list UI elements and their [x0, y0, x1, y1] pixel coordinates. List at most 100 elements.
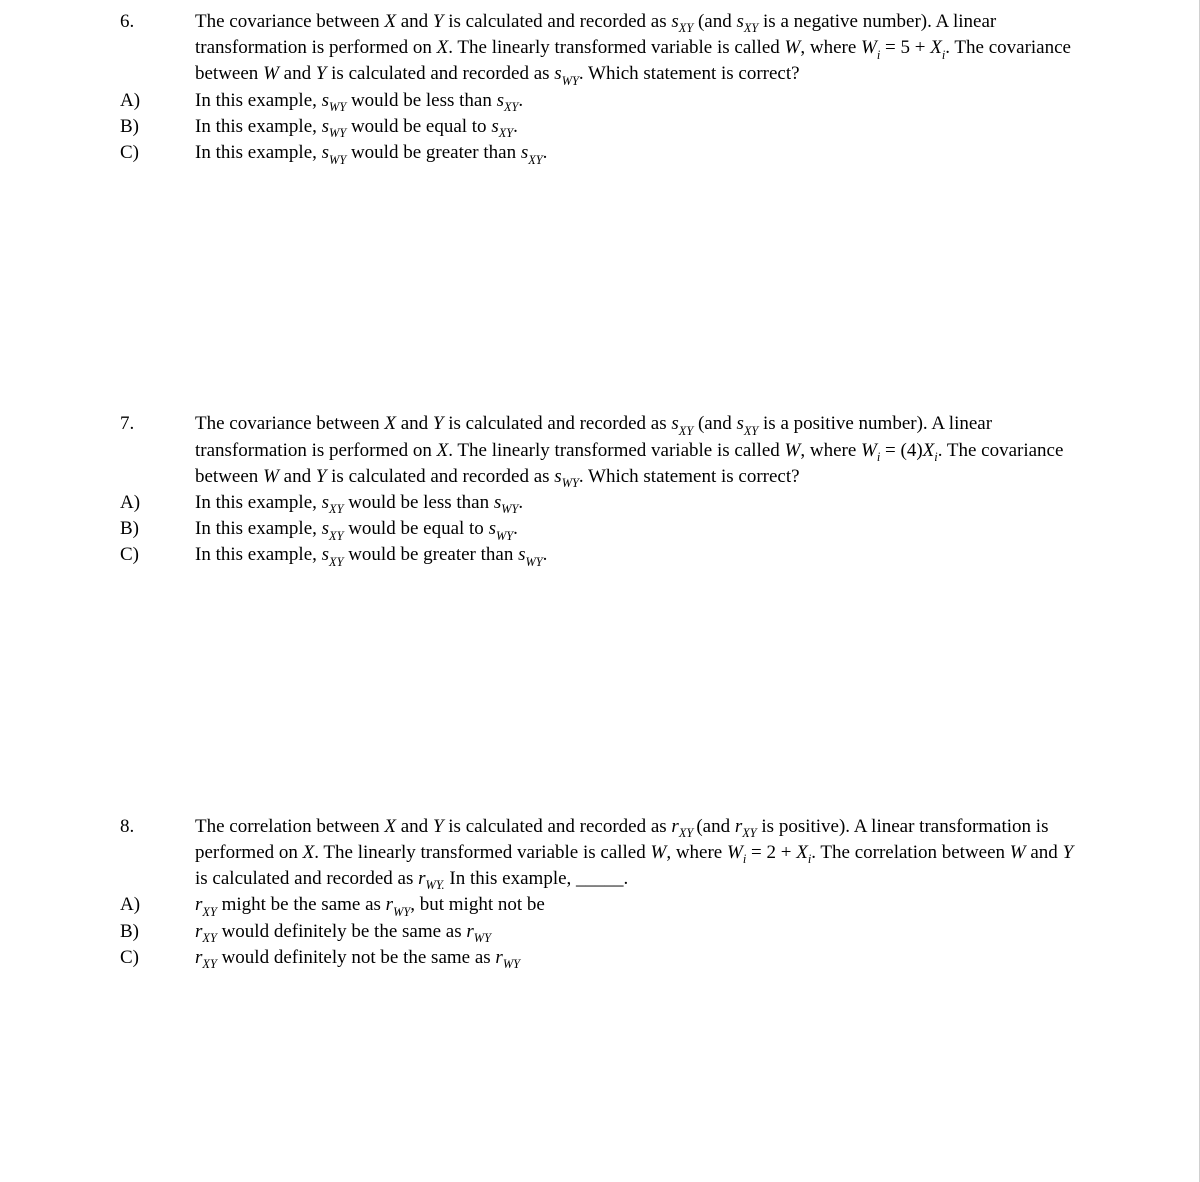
italic-text: s — [518, 544, 525, 565]
subscript-text: i — [808, 852, 811, 866]
subscript-text: WY — [329, 126, 346, 140]
italic-text: W — [861, 440, 877, 461]
italic-text: W — [263, 466, 279, 487]
subscript-text: WY — [562, 476, 579, 490]
answer-option: C)rXY would definitely not be the same a… — [120, 946, 1079, 972]
answer-option-text: In this example, sWY would be less than … — [195, 89, 1079, 115]
italic-text: W — [651, 842, 667, 863]
subscript-text: i — [934, 450, 937, 464]
italic-text: Y — [316, 466, 327, 487]
italic-text: r — [495, 947, 502, 968]
subscript-text: WY — [329, 153, 346, 167]
answer-option: B)In this example, sWY would be equal to… — [120, 115, 1079, 141]
italic-text: W — [785, 37, 801, 58]
answer-option: B)In this example, sXY would be equal to… — [120, 517, 1079, 543]
italic-text: s — [736, 413, 743, 434]
subscript-text: XY — [329, 502, 343, 516]
italic-text: X — [384, 11, 396, 32]
italic-text: s — [497, 90, 504, 111]
subscript-text: XY — [679, 826, 697, 840]
subscript-text: XY — [504, 100, 518, 114]
subscript-text: i — [877, 48, 880, 62]
subscript-text: XY — [202, 931, 216, 945]
answer-option-text: In this example, sXY would be equal to s… — [195, 517, 1079, 543]
question-stem-text: The correlation between X and Y is calcu… — [195, 815, 1079, 894]
italic-text: s — [322, 142, 329, 163]
answer-option-label: C) — [120, 543, 195, 569]
italic-text: s — [322, 492, 329, 513]
question-block: 7.The covariance between X and Y is calc… — [120, 412, 1079, 569]
italic-text: X — [930, 37, 942, 58]
italic-text: s — [322, 90, 329, 111]
subscript-text: i — [743, 852, 746, 866]
question-stem-text: The covariance between X and Y is calcul… — [195, 412, 1079, 491]
italic-text: X — [384, 816, 396, 837]
answer-option: A)In this example, sXY would be less tha… — [120, 491, 1079, 517]
italic-text: W — [727, 842, 743, 863]
answer-option: B)rXY would definitely be the same as rW… — [120, 920, 1079, 946]
italic-text: s — [491, 116, 498, 137]
answer-option: C)In this example, sXY would be greater … — [120, 543, 1079, 569]
italic-text: r — [386, 894, 393, 915]
subscript-text: WY — [393, 905, 410, 919]
italic-text: r — [418, 868, 425, 889]
question-stem-text: The covariance between X and Y is calcul… — [195, 10, 1079, 89]
italic-text: Y — [433, 11, 444, 32]
answer-option-text: rXY would definitely be the same as rWY — [195, 920, 1079, 946]
question-block: 6.The covariance between X and Y is calc… — [120, 10, 1079, 167]
question-number: 8. — [120, 815, 195, 894]
question-number: 6. — [120, 10, 195, 89]
italic-text: X — [796, 842, 808, 863]
subscript-text: XY — [744, 21, 758, 35]
italic-text: r — [466, 921, 473, 942]
subscript-text: XY — [742, 826, 756, 840]
answer-option-label: C) — [120, 141, 195, 167]
subscript-text: WY — [496, 529, 513, 543]
subscript-text: i — [877, 450, 880, 464]
italic-text: Y — [433, 413, 444, 434]
italic-text: W — [263, 63, 279, 84]
subscript-text: i — [942, 48, 945, 62]
subscript-text: XY — [744, 424, 758, 438]
subscript-text: WY — [474, 931, 491, 945]
subscript-text: XY — [329, 555, 343, 569]
subscript-text: WY — [562, 74, 579, 88]
answer-option-label: A) — [120, 491, 195, 517]
subscript-text: XY — [329, 529, 343, 543]
subscript-text: XY — [202, 905, 216, 919]
answer-option-label: C) — [120, 946, 195, 972]
subscript-text: WY — [329, 100, 346, 114]
italic-text: s — [554, 466, 561, 487]
document-page: 6.The covariance between X and Y is calc… — [0, 0, 1200, 1182]
italic-text: X — [923, 440, 935, 461]
italic-text: s — [736, 11, 743, 32]
subscript-text: WY — [501, 502, 518, 516]
italic-text: Y — [1063, 842, 1074, 863]
subscript-text: XY — [679, 424, 693, 438]
subscript-text: XY — [499, 126, 513, 140]
italic-text: s — [489, 518, 496, 539]
italic-text: s — [322, 544, 329, 565]
answer-option-text: In this example, sWY would be greater th… — [195, 141, 1079, 167]
subscript-text: XY — [679, 21, 693, 35]
answer-option-label: A) — [120, 89, 195, 115]
answer-option-text: rXY would definitely not be the same as … — [195, 946, 1079, 972]
answer-option-text: In this example, sXY would be less than … — [195, 491, 1079, 517]
italic-text: s — [671, 11, 678, 32]
answer-option-label: B) — [120, 517, 195, 543]
italic-text: s — [671, 413, 678, 434]
question-stem-row: 8.The correlation between X and Y is cal… — [120, 815, 1079, 894]
question-stem-row: 7.The covariance between X and Y is calc… — [120, 412, 1079, 491]
italic-text: Y — [316, 63, 327, 84]
italic-text: s — [322, 116, 329, 137]
italic-text: X — [437, 440, 449, 461]
answer-option-text: In this example, sWY would be equal to s… — [195, 115, 1079, 141]
question-block: 8.The correlation between X and Y is cal… — [120, 815, 1079, 972]
subscript-text: XY — [202, 957, 216, 971]
answer-option: C)In this example, sWY would be greater … — [120, 141, 1079, 167]
italic-text: r — [671, 816, 678, 837]
answer-option-text: In this example, sXY would be greater th… — [195, 543, 1079, 569]
answer-option-text: rXY might be the same as rWY, but might … — [195, 893, 1079, 919]
question-number: 7. — [120, 412, 195, 491]
answer-option: A)rXY might be the same as rWY, but migh… — [120, 893, 1079, 919]
